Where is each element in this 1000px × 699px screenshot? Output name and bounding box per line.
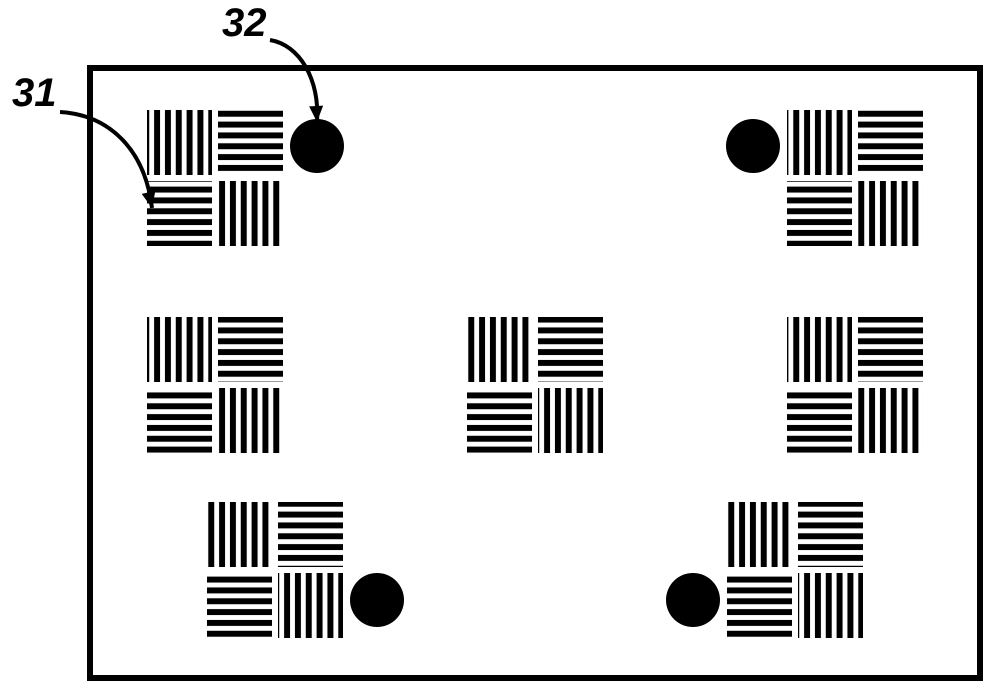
quad-tr — [218, 110, 283, 175]
diagram-svg: 31 32 — [0, 0, 1000, 699]
quad-tl — [207, 502, 272, 567]
marker-dot — [666, 573, 720, 627]
marker-dot — [350, 573, 404, 627]
quad-tr — [858, 317, 923, 382]
quad-br — [278, 573, 343, 638]
quad-tr — [278, 502, 343, 567]
quad-bl — [147, 181, 212, 246]
quad-bl — [787, 181, 852, 246]
quad-br — [858, 181, 923, 246]
ref31-label: 31 — [12, 71, 57, 115]
quad-tl — [147, 317, 212, 382]
quad-br — [218, 181, 283, 246]
quad-tl — [727, 502, 792, 567]
quad-tr — [538, 317, 603, 382]
quad-bl — [207, 573, 272, 638]
marker-dot — [290, 119, 344, 173]
quad-bl — [727, 573, 792, 638]
quad-bl — [147, 388, 212, 453]
quad-tr — [858, 110, 923, 175]
quad-br — [538, 388, 603, 453]
figure-root: 31 32 — [0, 0, 1000, 699]
quad-tr — [798, 502, 863, 567]
quad-br — [798, 573, 863, 638]
quad-br — [858, 388, 923, 453]
quad-tl — [787, 317, 852, 382]
quad-tl — [147, 110, 212, 175]
quad-bl — [467, 388, 532, 453]
quad-tl — [787, 110, 852, 175]
quad-br — [218, 388, 283, 453]
ref32-label: 32 — [222, 1, 267, 45]
quad-tl — [467, 317, 532, 382]
quad-bl — [787, 388, 852, 453]
quad-tr — [218, 317, 283, 382]
marker-dot — [726, 119, 780, 173]
